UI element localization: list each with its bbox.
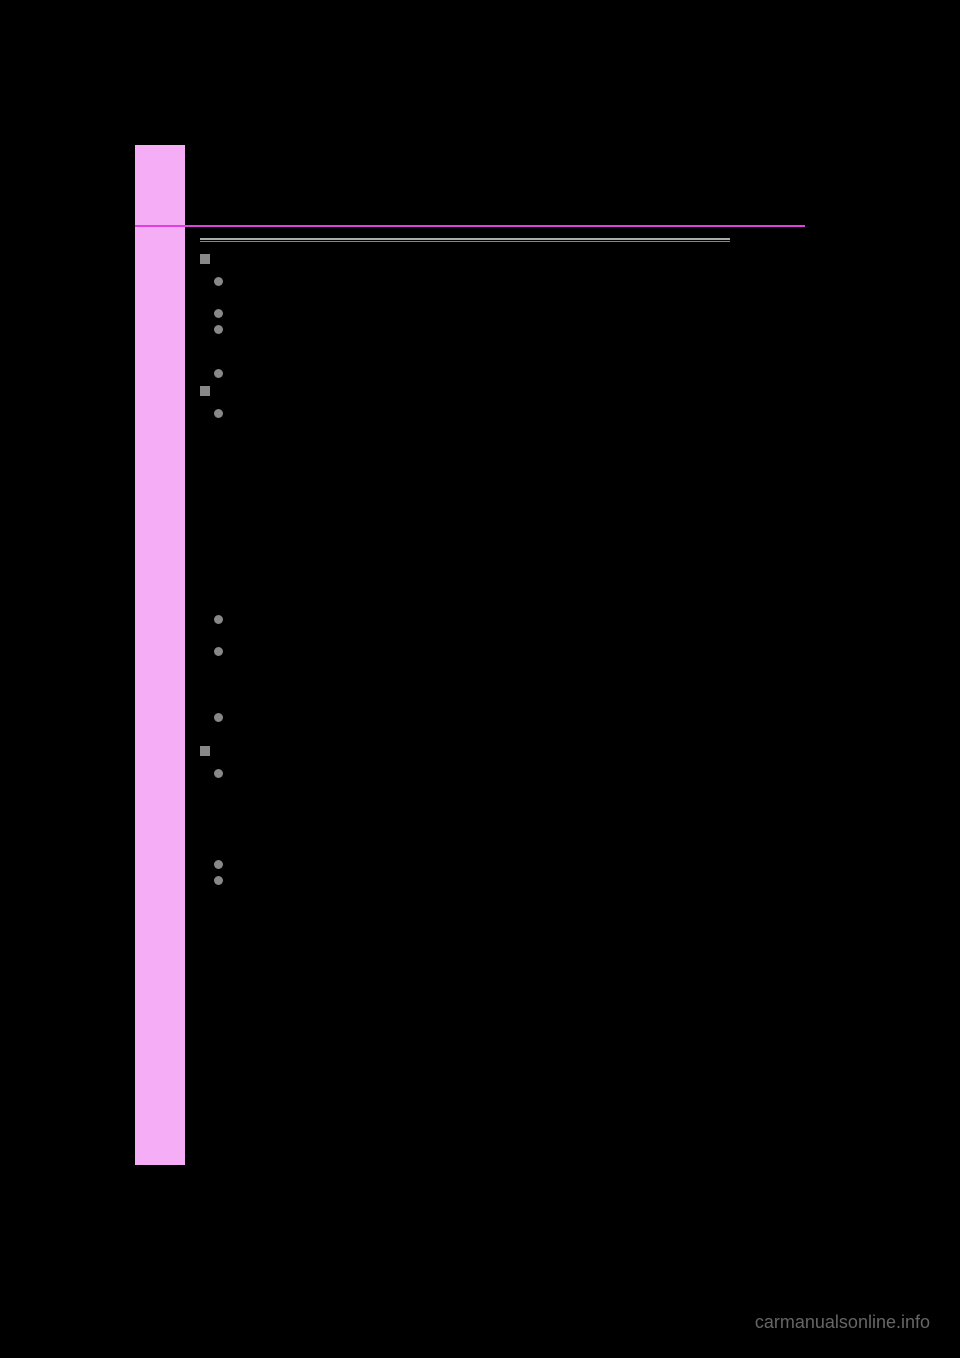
square-marker-icon bbox=[200, 746, 210, 756]
page-content bbox=[200, 238, 740, 889]
list-item bbox=[214, 644, 740, 656]
section-heading bbox=[200, 742, 740, 760]
list-item bbox=[214, 306, 740, 318]
list-item bbox=[214, 710, 740, 722]
list-item bbox=[214, 406, 740, 418]
square-marker-icon bbox=[200, 254, 210, 264]
bullet-icon bbox=[214, 769, 223, 778]
bullet-icon bbox=[214, 309, 223, 318]
bullet-icon bbox=[214, 615, 223, 624]
list-item bbox=[214, 366, 740, 378]
bullet-icon bbox=[214, 409, 223, 418]
content-top-rule bbox=[200, 238, 730, 242]
bullet-icon bbox=[214, 713, 223, 722]
header-rule bbox=[135, 225, 805, 227]
bullet-icon bbox=[214, 647, 223, 656]
list-item bbox=[214, 612, 740, 624]
list-item bbox=[214, 274, 740, 286]
watermark-text: carmanualsonline.info bbox=[755, 1312, 930, 1333]
list-item bbox=[214, 857, 740, 869]
square-marker-icon bbox=[200, 386, 210, 396]
sidebar-accent bbox=[135, 145, 185, 1165]
bullet-icon bbox=[214, 325, 223, 334]
section-heading bbox=[200, 250, 740, 268]
list-item bbox=[214, 322, 740, 334]
list-item bbox=[214, 873, 740, 885]
section-heading bbox=[200, 382, 740, 400]
bullet-icon bbox=[214, 277, 223, 286]
bullet-icon bbox=[214, 369, 223, 378]
bullet-icon bbox=[214, 860, 223, 869]
list-item bbox=[214, 766, 740, 778]
bullet-icon bbox=[214, 876, 223, 885]
